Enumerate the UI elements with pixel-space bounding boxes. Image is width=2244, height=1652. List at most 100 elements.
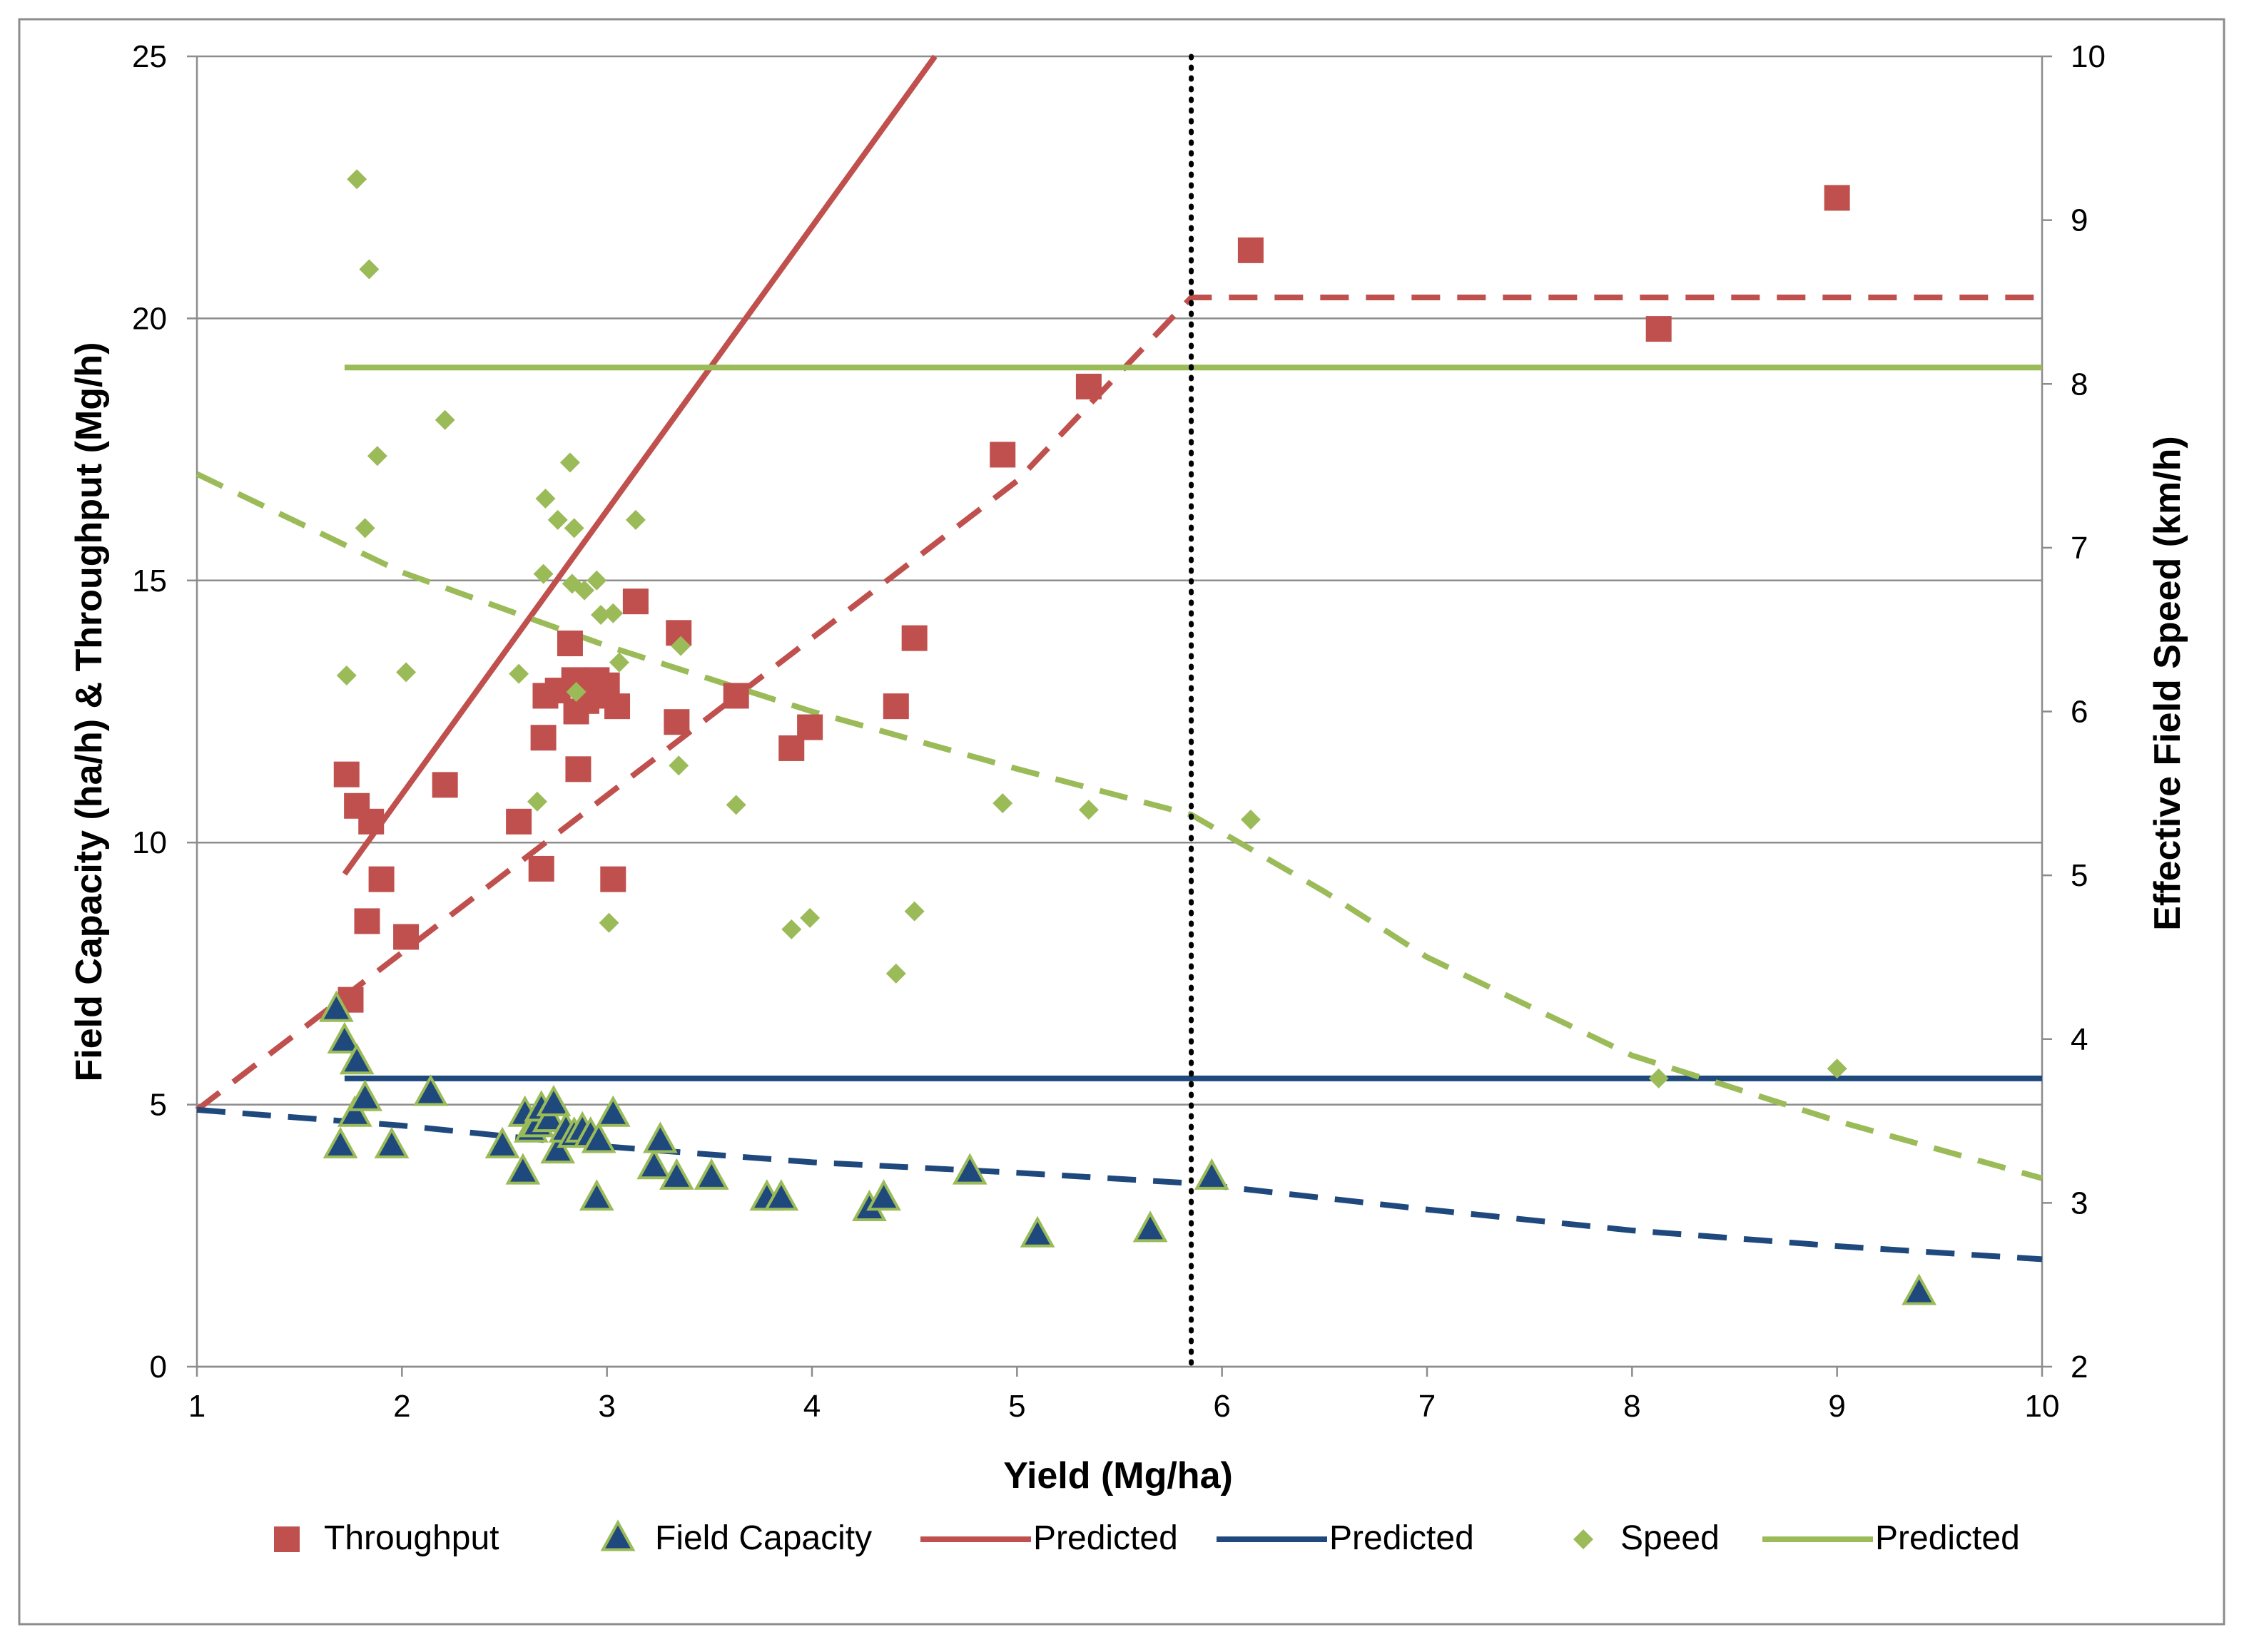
speed-point: [904, 901, 925, 922]
speed-point: [367, 446, 387, 466]
speed-point: [527, 791, 547, 812]
speed-point: [781, 919, 802, 939]
speed-point: [591, 605, 611, 626]
throughput-point: [354, 908, 380, 934]
speed-point: [609, 652, 629, 673]
legend-entry: Speed: [1573, 1519, 1720, 1557]
y-right-tick-label: 6: [2071, 695, 2088, 730]
field-capacity-point: [763, 1179, 799, 1211]
throughput-point: [664, 709, 690, 735]
throughput-point: [604, 693, 631, 720]
field-capacity-point: [374, 1126, 410, 1158]
field-capacity-point: [659, 1158, 694, 1190]
throughput-point: [600, 866, 626, 892]
field-capacity-point: [694, 1158, 729, 1190]
legend-label: Predicted: [1875, 1519, 2020, 1557]
field-capacity-point: [1020, 1215, 1055, 1248]
x-tick-label: 1: [188, 1389, 205, 1424]
speed-point: [587, 570, 607, 591]
legend-triangle-marker: [600, 1519, 636, 1551]
throughput-point: [528, 855, 554, 882]
field-capacity-point: [327, 1021, 362, 1054]
speed-point: [535, 488, 556, 509]
throughput-point: [990, 442, 1016, 468]
throughput-point: [432, 772, 458, 798]
field-capacity-point: [347, 1079, 383, 1111]
legend-entry: Predicted: [1762, 1519, 2020, 1557]
speed-point: [566, 681, 587, 702]
speed-point: [800, 907, 821, 928]
throughput-point: [565, 756, 592, 782]
speed-point: [671, 636, 691, 656]
field-capacity-point: [579, 1179, 614, 1211]
speed-point: [1078, 800, 1099, 820]
y-right-tick-label: 7: [2071, 531, 2088, 566]
y-right-axis-title: Effective Field Speed (km/h): [2147, 436, 2188, 931]
y-right-tick-label: 3: [2071, 1186, 2088, 1220]
speed-point: [435, 409, 455, 430]
field-capacity-point: [339, 1043, 375, 1075]
y-right-tick-label: 8: [2071, 367, 2088, 402]
x-tick-label: 10: [2025, 1389, 2060, 1424]
throughput-point: [393, 924, 420, 950]
y-left-axis-title: Field Capacity (ha/h) & Throughput (Mg/h…: [68, 342, 110, 1081]
speed-point: [355, 518, 375, 539]
field-capacity-point: [532, 1100, 567, 1133]
x-tick-label: 8: [1623, 1389, 1640, 1424]
speed-point: [885, 963, 906, 984]
throughput-point: [333, 761, 360, 787]
throughput-point: [1237, 237, 1264, 263]
speed-point: [599, 912, 619, 933]
y-right-tick-label: 4: [2071, 1022, 2088, 1057]
x-tick-label: 9: [1828, 1389, 1845, 1424]
field-capacity-point: [581, 1121, 616, 1153]
field-capacity-point: [1902, 1273, 1936, 1305]
throughput-point: [530, 725, 557, 751]
throughput-point: [901, 625, 928, 651]
chart-frame: [18, 18, 2225, 1626]
field-capacity-point: [536, 1084, 572, 1117]
series-markers: [318, 169, 1936, 1305]
y-left-tick-label: 0: [150, 1350, 167, 1385]
field-capacity-point: [1132, 1210, 1168, 1243]
throughput-point: [1645, 316, 1672, 342]
throughput-point: [1824, 185, 1850, 211]
y-left-tick-label: 20: [132, 301, 167, 336]
tick-labels: 1 2 3 4 5 6 7 8 9 10 0 5 10 15 20 25 2 3 4 5 6 7 8 9 10: [132, 39, 2106, 1424]
x-tick-label: 3: [598, 1389, 615, 1424]
speed-point: [1648, 1068, 1669, 1088]
speed-point: [347, 169, 367, 190]
speed-point: [359, 259, 380, 280]
speed-point: [396, 662, 417, 683]
throughput-point: [557, 630, 583, 656]
legend-entry: Throughput: [274, 1519, 499, 1557]
y-left-tick-label: 5: [150, 1088, 167, 1123]
speed-point: [564, 518, 584, 539]
legend-label: Speed: [1620, 1519, 1720, 1557]
predicted-line-solid-0: [342, 54, 938, 876]
y-right-tick-label: 10: [2071, 39, 2106, 74]
x-tick-label: 7: [1418, 1389, 1436, 1424]
throughput-point: [883, 693, 909, 720]
y-right-tick-label: 9: [2071, 203, 2088, 238]
x-axis-title: Yield (Mg/ha): [1003, 1455, 1233, 1497]
field-capacity-point: [318, 990, 354, 1022]
y-right-tick-label: 5: [2071, 858, 2088, 893]
x-tick-label: 2: [393, 1389, 410, 1424]
speed-point: [726, 795, 746, 815]
speed-point: [1827, 1059, 1847, 1079]
x-tick-label: 4: [803, 1389, 821, 1424]
x-tick-label: 6: [1213, 1389, 1230, 1424]
legend-entry: Predicted: [1217, 1519, 1474, 1557]
speed-point: [509, 663, 529, 684]
throughput-point: [506, 808, 532, 835]
field-capacity-point: [642, 1121, 678, 1153]
throughput-point: [1075, 373, 1102, 399]
speed-point: [533, 564, 554, 584]
legend-label: Predicted: [1033, 1519, 1178, 1557]
legend-entry: Field Capacity: [600, 1519, 872, 1557]
field-capacity-point: [1194, 1158, 1229, 1190]
throughput-point: [358, 808, 385, 835]
